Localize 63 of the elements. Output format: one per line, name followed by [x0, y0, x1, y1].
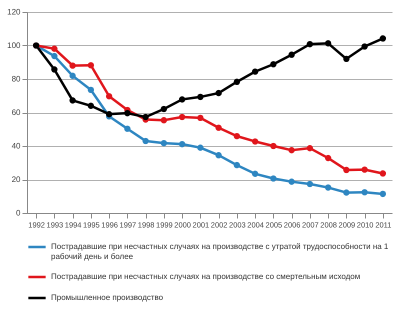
- point: [69, 72, 76, 79]
- point: [270, 61, 277, 68]
- point: [343, 189, 350, 196]
- point: [306, 145, 314, 152]
- point: [88, 62, 94, 68]
- point: [69, 97, 76, 104]
- point: [361, 189, 368, 196]
- y-tick-label: 100: [7, 41, 22, 50]
- point: [124, 126, 131, 132]
- point: [215, 152, 222, 158]
- point: [160, 106, 168, 112]
- point: [288, 147, 295, 154]
- y-tick-label: 40: [12, 142, 22, 150]
- point: [197, 114, 204, 122]
- point: [361, 43, 368, 50]
- point: [178, 114, 186, 120]
- point: [324, 154, 332, 162]
- point: [234, 132, 240, 140]
- point: [215, 90, 222, 96]
- point: [160, 140, 168, 146]
- point: [252, 138, 258, 145]
- point: [288, 52, 295, 58]
- point: [197, 94, 204, 100]
- point: [51, 52, 58, 60]
- point: [88, 102, 94, 109]
- point: [106, 93, 112, 100]
- y-tick-label: 20: [12, 175, 22, 184]
- point: [324, 40, 332, 46]
- point: [142, 138, 149, 144]
- point: [252, 68, 258, 75]
- point: [160, 117, 168, 124]
- point: [252, 170, 258, 177]
- point: [51, 66, 58, 73]
- point: [69, 62, 76, 69]
- point: [324, 184, 332, 191]
- point: [343, 56, 350, 62]
- point: [343, 166, 350, 174]
- y-tick-label: 120: [7, 8, 22, 16]
- point: [178, 141, 186, 148]
- point: [51, 46, 58, 52]
- legend-label: Промышленное производство: [51, 293, 164, 302]
- point: [306, 180, 314, 188]
- point: [88, 86, 94, 94]
- point: [288, 178, 295, 185]
- point: [361, 166, 368, 173]
- point: [270, 175, 277, 182]
- point: [142, 114, 149, 120]
- point: [270, 142, 277, 150]
- point: [380, 190, 386, 198]
- point: [197, 144, 204, 151]
- legend-label: Пострадавшие при несчастных случаях на производстве с утратой трудоспособности на 1 рабочий день и более: [51, 242, 389, 261]
- legend-label: Пострадавшие при несчастных случаях на производстве со смертельным исходом: [51, 272, 360, 281]
- point: [380, 35, 386, 42]
- y-tick-label: 0: [16, 208, 22, 218]
- point: [306, 41, 314, 48]
- point: [178, 96, 186, 103]
- point: [234, 162, 240, 168]
- y-tick-label: 80: [12, 74, 22, 84]
- y-tick-label: 60: [12, 108, 22, 117]
- point: [215, 124, 222, 131]
- point: [234, 78, 240, 86]
- point: [124, 110, 131, 116]
- point: [380, 170, 386, 177]
